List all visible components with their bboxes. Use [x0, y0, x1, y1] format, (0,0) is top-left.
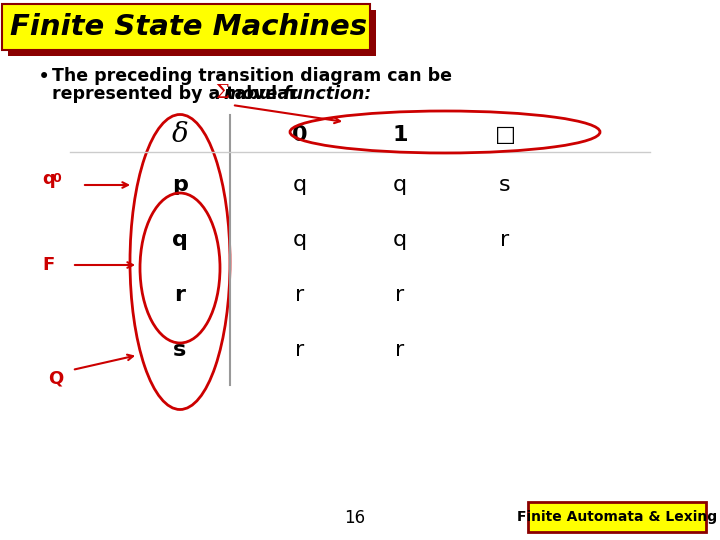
Text: q: q: [293, 175, 307, 195]
Text: 16: 16: [344, 509, 366, 527]
Text: The preceding transition diagram can be: The preceding transition diagram can be: [52, 67, 452, 85]
Text: q: q: [393, 175, 407, 195]
Text: move function:: move function:: [224, 85, 372, 103]
FancyBboxPatch shape: [2, 4, 370, 50]
Text: □: □: [495, 125, 516, 145]
Text: δ: δ: [171, 122, 189, 148]
Text: Σ: Σ: [215, 84, 229, 102]
Text: q: q: [393, 230, 407, 250]
Text: q: q: [42, 170, 55, 188]
Text: r: r: [500, 230, 510, 250]
Text: s: s: [499, 175, 510, 195]
Text: F: F: [42, 256, 54, 274]
FancyBboxPatch shape: [528, 502, 706, 532]
Text: r: r: [295, 285, 305, 305]
Text: r: r: [174, 285, 186, 305]
Text: Finite State Machines: Finite State Machines: [10, 13, 367, 41]
Text: represented by a tabular: represented by a tabular: [52, 85, 304, 103]
Text: 1: 1: [392, 125, 408, 145]
Text: r: r: [295, 340, 305, 360]
Text: p: p: [172, 175, 188, 195]
Text: q: q: [293, 230, 307, 250]
Text: Finite Automata & Lexing: Finite Automata & Lexing: [517, 510, 717, 524]
Text: 0: 0: [52, 172, 60, 185]
Text: s: s: [174, 340, 186, 360]
Text: Q: Q: [48, 369, 63, 387]
FancyBboxPatch shape: [8, 10, 376, 56]
Text: 0: 0: [292, 125, 308, 145]
Text: r: r: [395, 340, 405, 360]
Text: q: q: [172, 230, 188, 250]
Text: r: r: [395, 285, 405, 305]
Text: •: •: [38, 67, 50, 87]
